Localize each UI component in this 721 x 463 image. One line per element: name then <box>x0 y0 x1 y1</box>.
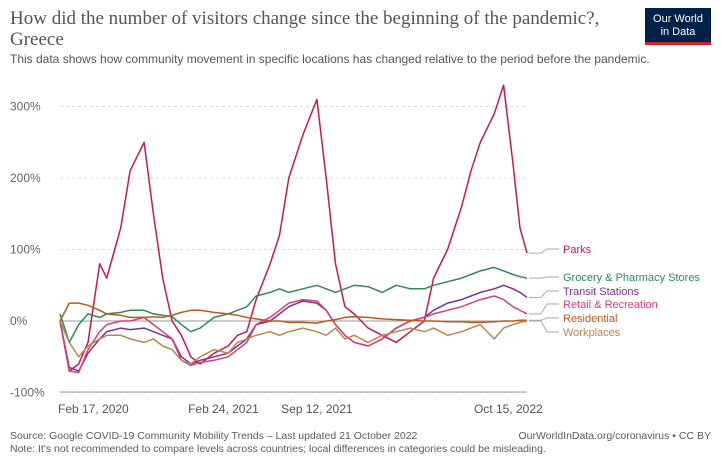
chart-subtitle: This data shows how community movement i… <box>10 52 650 66</box>
logo-line-2: in Data <box>660 26 696 38</box>
series-line-residential <box>59 302 527 324</box>
legend-leader-line <box>529 303 559 315</box>
series-line-parks <box>59 84 528 372</box>
x-tick-label: Oct 15, 2022 <box>474 402 543 416</box>
legend-label: Residential <box>563 313 617 325</box>
chart-title: How did the number of visitors change si… <box>10 8 600 50</box>
y-tick-label: -100% <box>10 386 45 400</box>
y-tick-label: 0% <box>10 314 28 328</box>
x-tick-label: Sep 12, 2021 <box>281 402 353 416</box>
legend-label: Transit Stations <box>563 286 640 298</box>
y-tick-label: 100% <box>10 243 41 257</box>
legend-label: Grocery & Pharmacy Stores <box>563 272 700 284</box>
legend-leader-line <box>529 290 559 298</box>
logo-line-1: Our World <box>653 13 703 25</box>
series-line-grocery-pharmacy-stores <box>59 266 528 344</box>
series-line-transit-stations <box>59 284 528 372</box>
series-line-workplaces <box>59 320 528 365</box>
legend-leader-line <box>529 317 559 321</box>
source-note: Source: Google COVID-19 Community Mobili… <box>10 430 418 442</box>
legend-leader-line <box>529 248 559 254</box>
credit-link[interactable]: OurWorldInData.org/coronavirus • CC BY <box>518 430 711 442</box>
x-tick-label: Feb 24, 2021 <box>188 402 259 416</box>
legend-label: Parks <box>563 244 592 256</box>
owid-logo[interactable]: Our World in Data <box>645 8 711 45</box>
legend-label: Retail & Recreation <box>563 299 658 311</box>
series-line-retail-recreation <box>59 295 528 374</box>
legend-label: Workplaces <box>563 327 621 339</box>
legend-leader-line <box>529 276 559 279</box>
disclaimer-note: Note: It's not recommended to compare le… <box>10 443 546 455</box>
legend-leader-line <box>529 320 559 333</box>
y-tick-label: 200% <box>10 171 41 185</box>
y-tick-label: 300% <box>10 100 41 114</box>
x-tick-label: Feb 17, 2020 <box>58 402 129 416</box>
